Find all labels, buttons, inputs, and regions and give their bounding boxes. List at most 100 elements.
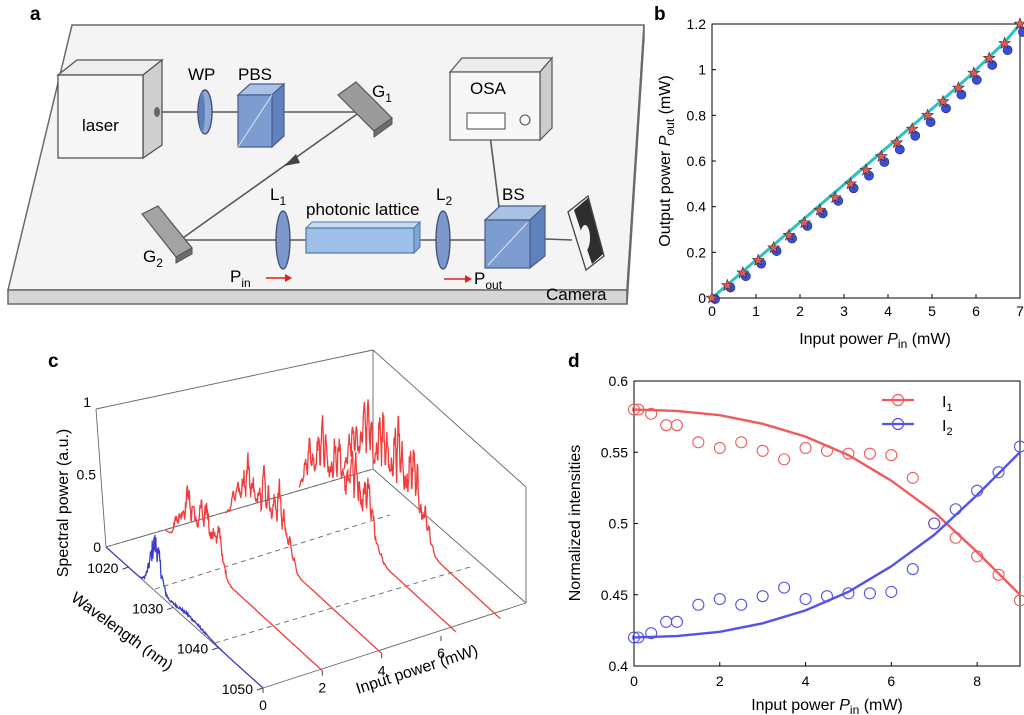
d-y-tick-label: 0.45: [601, 587, 628, 603]
bs-cube: [483, 204, 547, 270]
d-point-1: [799, 441, 812, 455]
b-point-star: [890, 135, 904, 149]
c-wavelength-tick-label: 1020: [87, 560, 118, 576]
b-point-star: [905, 122, 919, 135]
c-spectrum-line: [343, 399, 501, 620]
lattice-label: photonic lattice: [306, 200, 419, 219]
d-point-2: [928, 517, 941, 530]
c-power-tick-label: 0: [259, 697, 267, 713]
c-power-tick-label: 2: [318, 680, 326, 696]
b-y-tick-label: 1.2: [687, 16, 707, 32]
b-axis-ticks: 0 1 2 3 4 5 6 7 0 0.2 0.4 0.6 0.8 1 1.2: [687, 16, 1024, 319]
pbs-label: PBS: [238, 65, 272, 84]
d-point-2: [645, 627, 658, 640]
d-fit-line-1: [633, 408, 1021, 596]
c-3d-box: [95, 349, 527, 689]
pbs-cube: [236, 82, 286, 149]
camera-label: Camera: [546, 285, 607, 304]
d-x-tick-label: 2: [716, 673, 724, 689]
g1-label: G1: [372, 82, 392, 105]
d-point-1: [842, 447, 855, 460]
photonic-lattice: [304, 220, 422, 255]
b-point-star: [736, 266, 750, 279]
d-point-1: [645, 407, 658, 420]
d-point-1: [632, 403, 645, 416]
d-point-2: [949, 503, 962, 516]
lens-l1: [275, 210, 291, 270]
b-x-tick-label: 3: [840, 303, 848, 319]
d-point-2: [713, 592, 726, 606]
b-series-group: [705, 17, 1024, 304]
d-point-2: [1013, 440, 1024, 453]
d-x-tick-label: 0: [630, 673, 638, 689]
b-y-tick-label: 1: [698, 62, 706, 78]
d-series-group: [627, 403, 1024, 644]
c-spectrum-line: [164, 484, 323, 672]
legend-item-i2: I2: [882, 417, 953, 438]
d-point-1: [992, 568, 1005, 581]
c-spectrum-line: [105, 534, 264, 689]
legend-marker-i1: [891, 393, 905, 407]
d-point-2: [906, 563, 919, 576]
d-x-axis-label: Input power Pin (mW): [751, 697, 903, 715]
panel-c-letter: c: [48, 351, 59, 372]
d-y-tick-label: 0.55: [601, 444, 628, 460]
b-point-star: [828, 190, 842, 204]
legend-label-i2: I2: [942, 418, 953, 438]
d-point-2: [660, 615, 673, 628]
d-point-1: [820, 444, 834, 457]
c-axis-ticks: 1020 1030 1040 1050 0 2 4 6 0 0.5 1: [77, 394, 446, 713]
d-x-tick-label: 4: [802, 673, 810, 689]
d-y-axis-label: Normalized intensities: [567, 445, 584, 602]
d-y-tick-label: 0.4: [609, 658, 629, 674]
c-power-label: Input power (mW): [354, 642, 480, 697]
b-point-star: [967, 66, 981, 79]
d-point-2: [670, 615, 683, 628]
b-point-star: [951, 81, 965, 94]
c-power-tick-label: 4: [378, 662, 386, 678]
b-point-star: [782, 228, 796, 241]
b-point-star: [1013, 17, 1024, 30]
laser-label: laser: [82, 116, 119, 135]
d-point-1: [756, 444, 769, 457]
c-z-axis-label: Spectral power (a.u.): [55, 429, 72, 578]
b-y-axis-label: Output power Pout (mW): [657, 75, 677, 246]
b-x-tick-label: 1: [752, 303, 760, 319]
l1-label: L1: [270, 185, 286, 208]
c-wavelength-tick-label: 1030: [132, 600, 163, 616]
d-point-2: [842, 587, 855, 600]
pin-label: Pin: [230, 267, 251, 290]
bs-label: BS: [502, 185, 525, 204]
d-axis-ticks: 0 2 4 6 8 0.4 0.45 0.5 0.55 0.6: [601, 373, 981, 689]
panel-a-letter: a: [30, 4, 41, 25]
chart-d: d 0 2 4 6 8 0.4 0.45 0.5 0.55 0.6 I1 I2 Input pow…: [567, 351, 1024, 715]
c-z-tick-label: 0: [93, 539, 101, 555]
lens-l2: [435, 210, 451, 270]
d-point-2: [863, 587, 876, 600]
osa-box: [448, 56, 554, 142]
d-point-2: [692, 598, 705, 611]
c-wavelength-tick-label: 1050: [222, 681, 253, 697]
d-point-1: [627, 403, 641, 416]
camera-box: [567, 194, 605, 272]
c-wavelength-tick: [167, 606, 174, 610]
laser-box: [56, 58, 164, 160]
d-point-1: [863, 447, 876, 460]
b-y-tick-label: 0: [698, 290, 706, 306]
b-point-star: [797, 215, 811, 229]
b-point-star: [921, 108, 935, 121]
panel-b-letter: b: [654, 4, 666, 25]
b-point-star: [813, 203, 827, 216]
d-point-1: [1013, 594, 1024, 607]
chart-c: c 1020 1030 1040 1050 0 2 4 6 0 0.5 1 Spectral pow…: [48, 349, 527, 713]
b-y-tick-label: 0.4: [687, 199, 707, 215]
d-point-1: [670, 419, 683, 432]
d-y-tick-label: 0.5: [609, 516, 629, 532]
d-fit-line-2: [633, 451, 1021, 639]
setup-diagram: a laser WP PBS G1: [7, 4, 645, 305]
d-point-1: [949, 531, 962, 544]
b-point-star: [936, 94, 950, 108]
b-point-star: [998, 36, 1012, 49]
d-point-1: [735, 436, 748, 449]
d-point-2: [971, 484, 984, 497]
